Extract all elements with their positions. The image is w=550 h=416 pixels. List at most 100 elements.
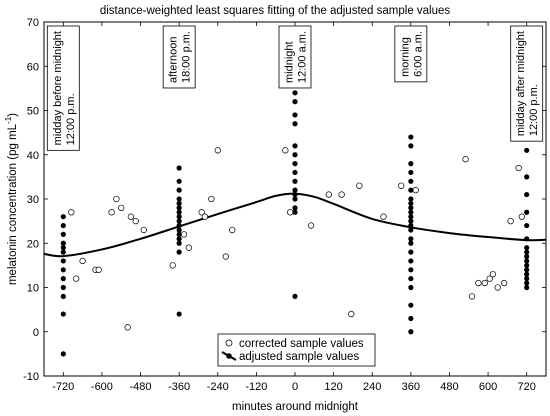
adjusted-point	[408, 214, 414, 220]
y-axis-ticks: -10 0 10 20 30 40 50 60 70	[23, 17, 546, 383]
corrected-point	[127, 213, 135, 220]
corrected-point	[201, 213, 209, 220]
adjusted-point	[292, 121, 298, 127]
corrected-point	[95, 266, 102, 273]
x-tick-label: 240	[363, 381, 381, 393]
adjusted-point	[292, 209, 298, 215]
adjusted-point	[60, 214, 66, 220]
annotation-box: afternoon 18:00 p.m.	[162, 25, 196, 89]
adjusted-point	[176, 240, 182, 246]
annotation-box: midday after midnight 12:00 p.m.	[510, 25, 544, 142]
corrected-point	[68, 209, 75, 216]
legend-marker-corrected	[225, 339, 233, 347]
adjusted-point	[60, 240, 66, 246]
fitted-curve-line	[43, 192, 547, 258]
adjusted-point	[292, 293, 298, 299]
x-tick-label: 600	[479, 381, 497, 393]
adjusted-point	[176, 187, 182, 193]
corrected-point	[468, 293, 476, 300]
adjusted-point	[292, 161, 298, 167]
adjusted-point	[292, 152, 298, 158]
adjusted-point	[408, 222, 414, 229]
corrected-point	[515, 164, 522, 172]
adjusted-point	[408, 227, 414, 233]
corrected-point	[79, 257, 86, 265]
annotation-label: afternoon	[168, 37, 180, 83]
corrected-point	[180, 231, 188, 238]
annotation-frame	[394, 25, 428, 83]
adjusted-point	[408, 276, 414, 282]
adjusted-point	[524, 245, 530, 251]
adjusted-point	[176, 165, 182, 171]
x-axis-ticks: -720 -600 -480 -360 -240 -120 0 120 240 360 480 600…	[52, 22, 536, 393]
x-tick-label: -240	[207, 381, 229, 393]
adjusted-point	[292, 187, 298, 193]
corrected-point	[73, 275, 80, 282]
annotation-label: 12:00 a.m.	[297, 31, 309, 83]
adjusted-point	[176, 227, 182, 233]
corrected-point	[489, 271, 497, 278]
x-tick-label: 360	[402, 381, 420, 393]
corrected-point	[185, 244, 192, 251]
corrected-point	[462, 156, 469, 163]
adjusted-point	[408, 236, 414, 242]
y-axis-label-end: )	[7, 113, 19, 117]
adjusted-point	[408, 315, 414, 322]
adjusted-point	[60, 267, 66, 273]
corrected-point	[229, 226, 236, 234]
adjusted-point	[408, 169, 414, 176]
adjusted-point	[408, 240, 414, 246]
annotation-label: midday after midnight	[515, 31, 527, 136]
y-axis-label: melatonin concentration (pg mL-1)	[4, 113, 19, 285]
adjusted-point	[408, 258, 414, 264]
fitted-curve-group	[43, 192, 547, 258]
corrected-point	[475, 279, 482, 287]
annotation-frame	[162, 25, 196, 89]
annotation-box: midnight 12:00 a.m.	[278, 25, 312, 89]
corrected-point	[287, 209, 294, 216]
adjusted-point	[524, 191, 530, 198]
adjusted-point	[408, 143, 414, 149]
y-axis-label-main: melatonin concentration (pg mL	[7, 123, 19, 285]
annotation-box: morning 6:00 a.m.	[394, 25, 428, 83]
corrected-point	[325, 191, 332, 198]
adjusted-point	[60, 222, 66, 229]
corrected-point	[222, 253, 229, 260]
adjusted-point	[176, 178, 182, 184]
corrected-point	[113, 195, 120, 203]
adjusted-point	[524, 284, 530, 291]
corrected-point	[481, 279, 489, 287]
legend-label-corrected: corrected sample values	[239, 338, 364, 350]
corrected-point	[118, 204, 125, 212]
corrected-point	[132, 217, 139, 225]
y-tick-label: 20	[27, 238, 39, 250]
corrected-point	[486, 275, 493, 282]
adjusted-point	[524, 222, 530, 229]
corrected-point	[214, 147, 221, 154]
corrected-points-group	[68, 147, 526, 331]
adjusted-point	[408, 161, 414, 167]
adjusted-point	[176, 236, 182, 242]
adjusted-point	[408, 200, 414, 207]
adjusted-point	[60, 284, 66, 291]
adjusted-point	[292, 143, 298, 149]
adjusted-point	[176, 196, 182, 202]
x-tick-label: -120	[245, 381, 267, 393]
y-tick-label: 10	[27, 283, 39, 295]
annotation-label: midnight	[284, 41, 296, 83]
corrected-point	[501, 279, 508, 287]
x-tick-label: 0	[292, 381, 298, 393]
adjusted-point	[60, 293, 66, 299]
corrected-point	[282, 147, 289, 154]
adjusted-point	[176, 218, 182, 224]
x-axis-label: minutes around midnight	[232, 401, 359, 413]
corrected-point	[412, 186, 419, 194]
adjusted-point	[60, 249, 66, 255]
adjusted-point	[292, 90, 298, 96]
adjusted-point	[60, 231, 66, 237]
adjusted-point	[408, 196, 414, 202]
annotation-label: 12:00 p.m.	[528, 84, 540, 136]
corrected-point	[307, 222, 315, 229]
legend-marker-adjusted	[226, 353, 232, 359]
annotation-label: 18:00 p.m.	[181, 31, 193, 83]
